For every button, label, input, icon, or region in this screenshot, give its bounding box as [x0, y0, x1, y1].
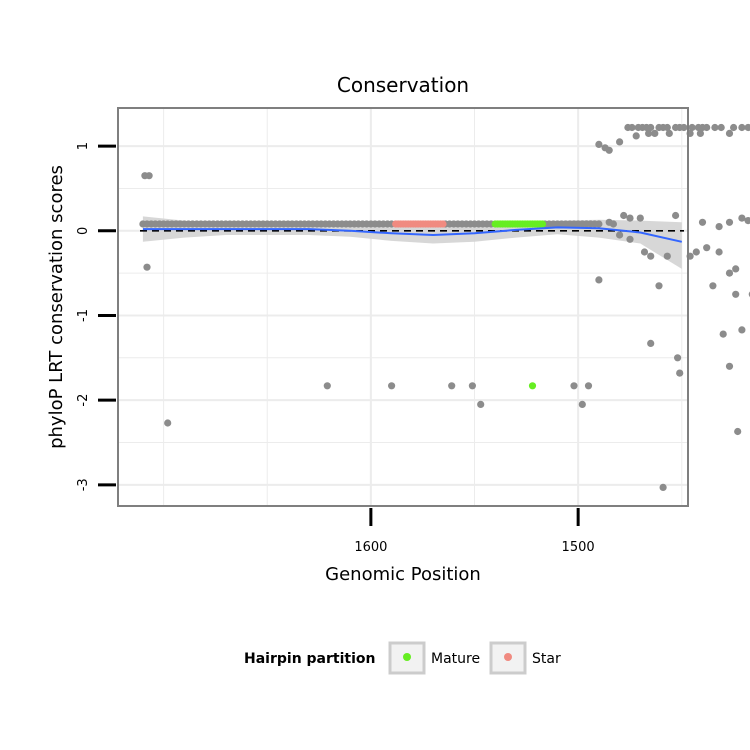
point-other: [696, 129, 705, 137]
point-other: [645, 129, 653, 137]
x-tick-label: 1500: [562, 540, 595, 555]
point-other: [477, 400, 485, 408]
point-other: [595, 140, 603, 148]
point-other: [647, 252, 655, 260]
point-other: [676, 369, 684, 377]
point-other: [640, 248, 649, 256]
point-other: [725, 129, 734, 137]
point-other: [730, 123, 738, 132]
y-tick-label: -2: [76, 394, 91, 407]
legend-title: Hairpin partition: [244, 651, 375, 667]
point-other: [651, 129, 659, 137]
point-other: [647, 123, 655, 132]
point-other: [719, 330, 727, 338]
point-other: [164, 419, 172, 427]
point-other: [448, 382, 456, 390]
point-star: [439, 220, 447, 228]
point-other: [732, 265, 740, 273]
point-other: [570, 382, 578, 390]
point-other: [626, 235, 634, 243]
point-other: [674, 354, 682, 362]
point-mature: [538, 220, 547, 228]
point-other: [663, 123, 671, 132]
point-other: [616, 231, 624, 239]
point-other: [595, 220, 603, 228]
point-mature: [528, 382, 537, 390]
point-other: [626, 214, 634, 222]
point-other: [703, 244, 711, 252]
point-other: [725, 362, 734, 370]
y-tick-label: -1: [76, 309, 91, 322]
point-other: [323, 382, 331, 390]
point-other: [698, 218, 707, 226]
plot-panel: [118, 108, 688, 506]
point-other: [628, 123, 636, 132]
point-other: [738, 326, 746, 334]
legend-label-mature: Mature: [431, 651, 480, 667]
point-other: [734, 427, 742, 436]
point-other: [692, 248, 700, 256]
point-other: [145, 172, 153, 180]
point-other: [605, 218, 613, 226]
point-other: [655, 282, 663, 290]
point-other: [711, 123, 719, 132]
point-other: [688, 123, 696, 132]
x-tick-label: 1600: [354, 540, 387, 555]
point-other: [744, 217, 750, 225]
point-other: [680, 123, 688, 132]
point-other: [672, 211, 680, 220]
point-other: [595, 276, 603, 284]
y-tick-label: 0: [76, 227, 91, 235]
point-other: [663, 252, 671, 260]
point-other: [717, 123, 725, 132]
point-other: [732, 290, 740, 298]
point-other: [665, 129, 673, 137]
point-other: [578, 400, 586, 408]
point-other: [725, 269, 734, 277]
point-other: [725, 218, 734, 226]
point-other: [143, 263, 151, 271]
chart-title: Conservation: [337, 73, 469, 97]
point-other: [744, 123, 750, 132]
point-other: [616, 138, 624, 146]
point-other: [703, 123, 711, 132]
smooth-curve: [142, 226, 683, 243]
x-axis: 1600 1500: [354, 508, 595, 555]
x-axis-title: Genomic Position: [325, 564, 481, 585]
legend: Hairpin partition Mature Star: [244, 641, 561, 675]
smooth-line: [142, 226, 683, 243]
point-other: [715, 248, 723, 256]
point-other: [659, 483, 667, 491]
point-other: [605, 146, 613, 154]
point-other: [636, 214, 644, 222]
legend-swatch-star: [504, 653, 512, 661]
point-other: [738, 214, 746, 222]
point-other: [632, 132, 640, 140]
y-axis: 1 0 -1 -2 -3: [76, 142, 116, 491]
panel-border: [117, 107, 689, 507]
point-other: [738, 123, 746, 132]
point-other: [584, 382, 593, 390]
point-other: [468, 382, 476, 390]
legend-swatch-mature: [403, 653, 411, 661]
y-tick-label: 1: [76, 142, 91, 150]
point-other: [647, 339, 655, 347]
point-other: [715, 223, 723, 231]
y-tick-label: -3: [76, 478, 91, 491]
y-axis-title: phyloP LRT conservation scores: [46, 165, 67, 449]
legend-label-star: Star: [532, 651, 561, 667]
point-other: [620, 211, 628, 220]
point-other: [709, 282, 717, 290]
point-other: [388, 382, 396, 390]
